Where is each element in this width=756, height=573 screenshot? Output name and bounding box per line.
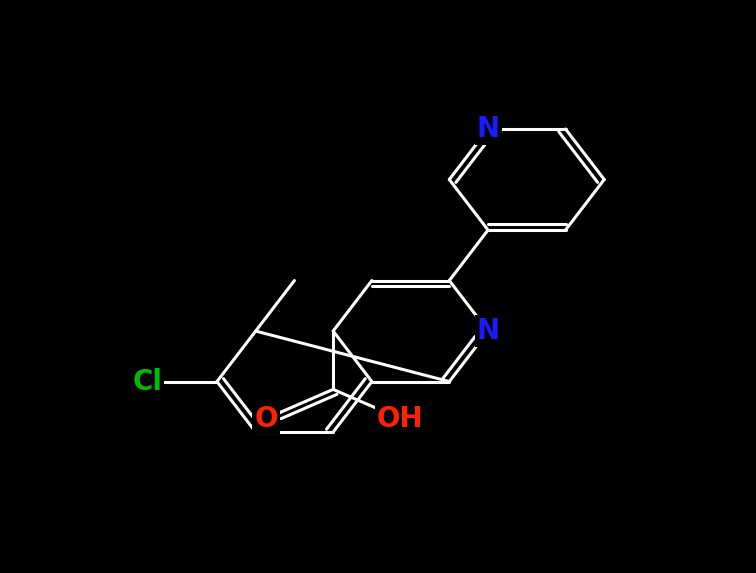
Text: N: N <box>476 115 500 143</box>
Text: O: O <box>254 405 277 433</box>
Text: Cl: Cl <box>132 367 163 395</box>
Text: N: N <box>476 317 500 345</box>
Text: OH: OH <box>377 405 423 433</box>
